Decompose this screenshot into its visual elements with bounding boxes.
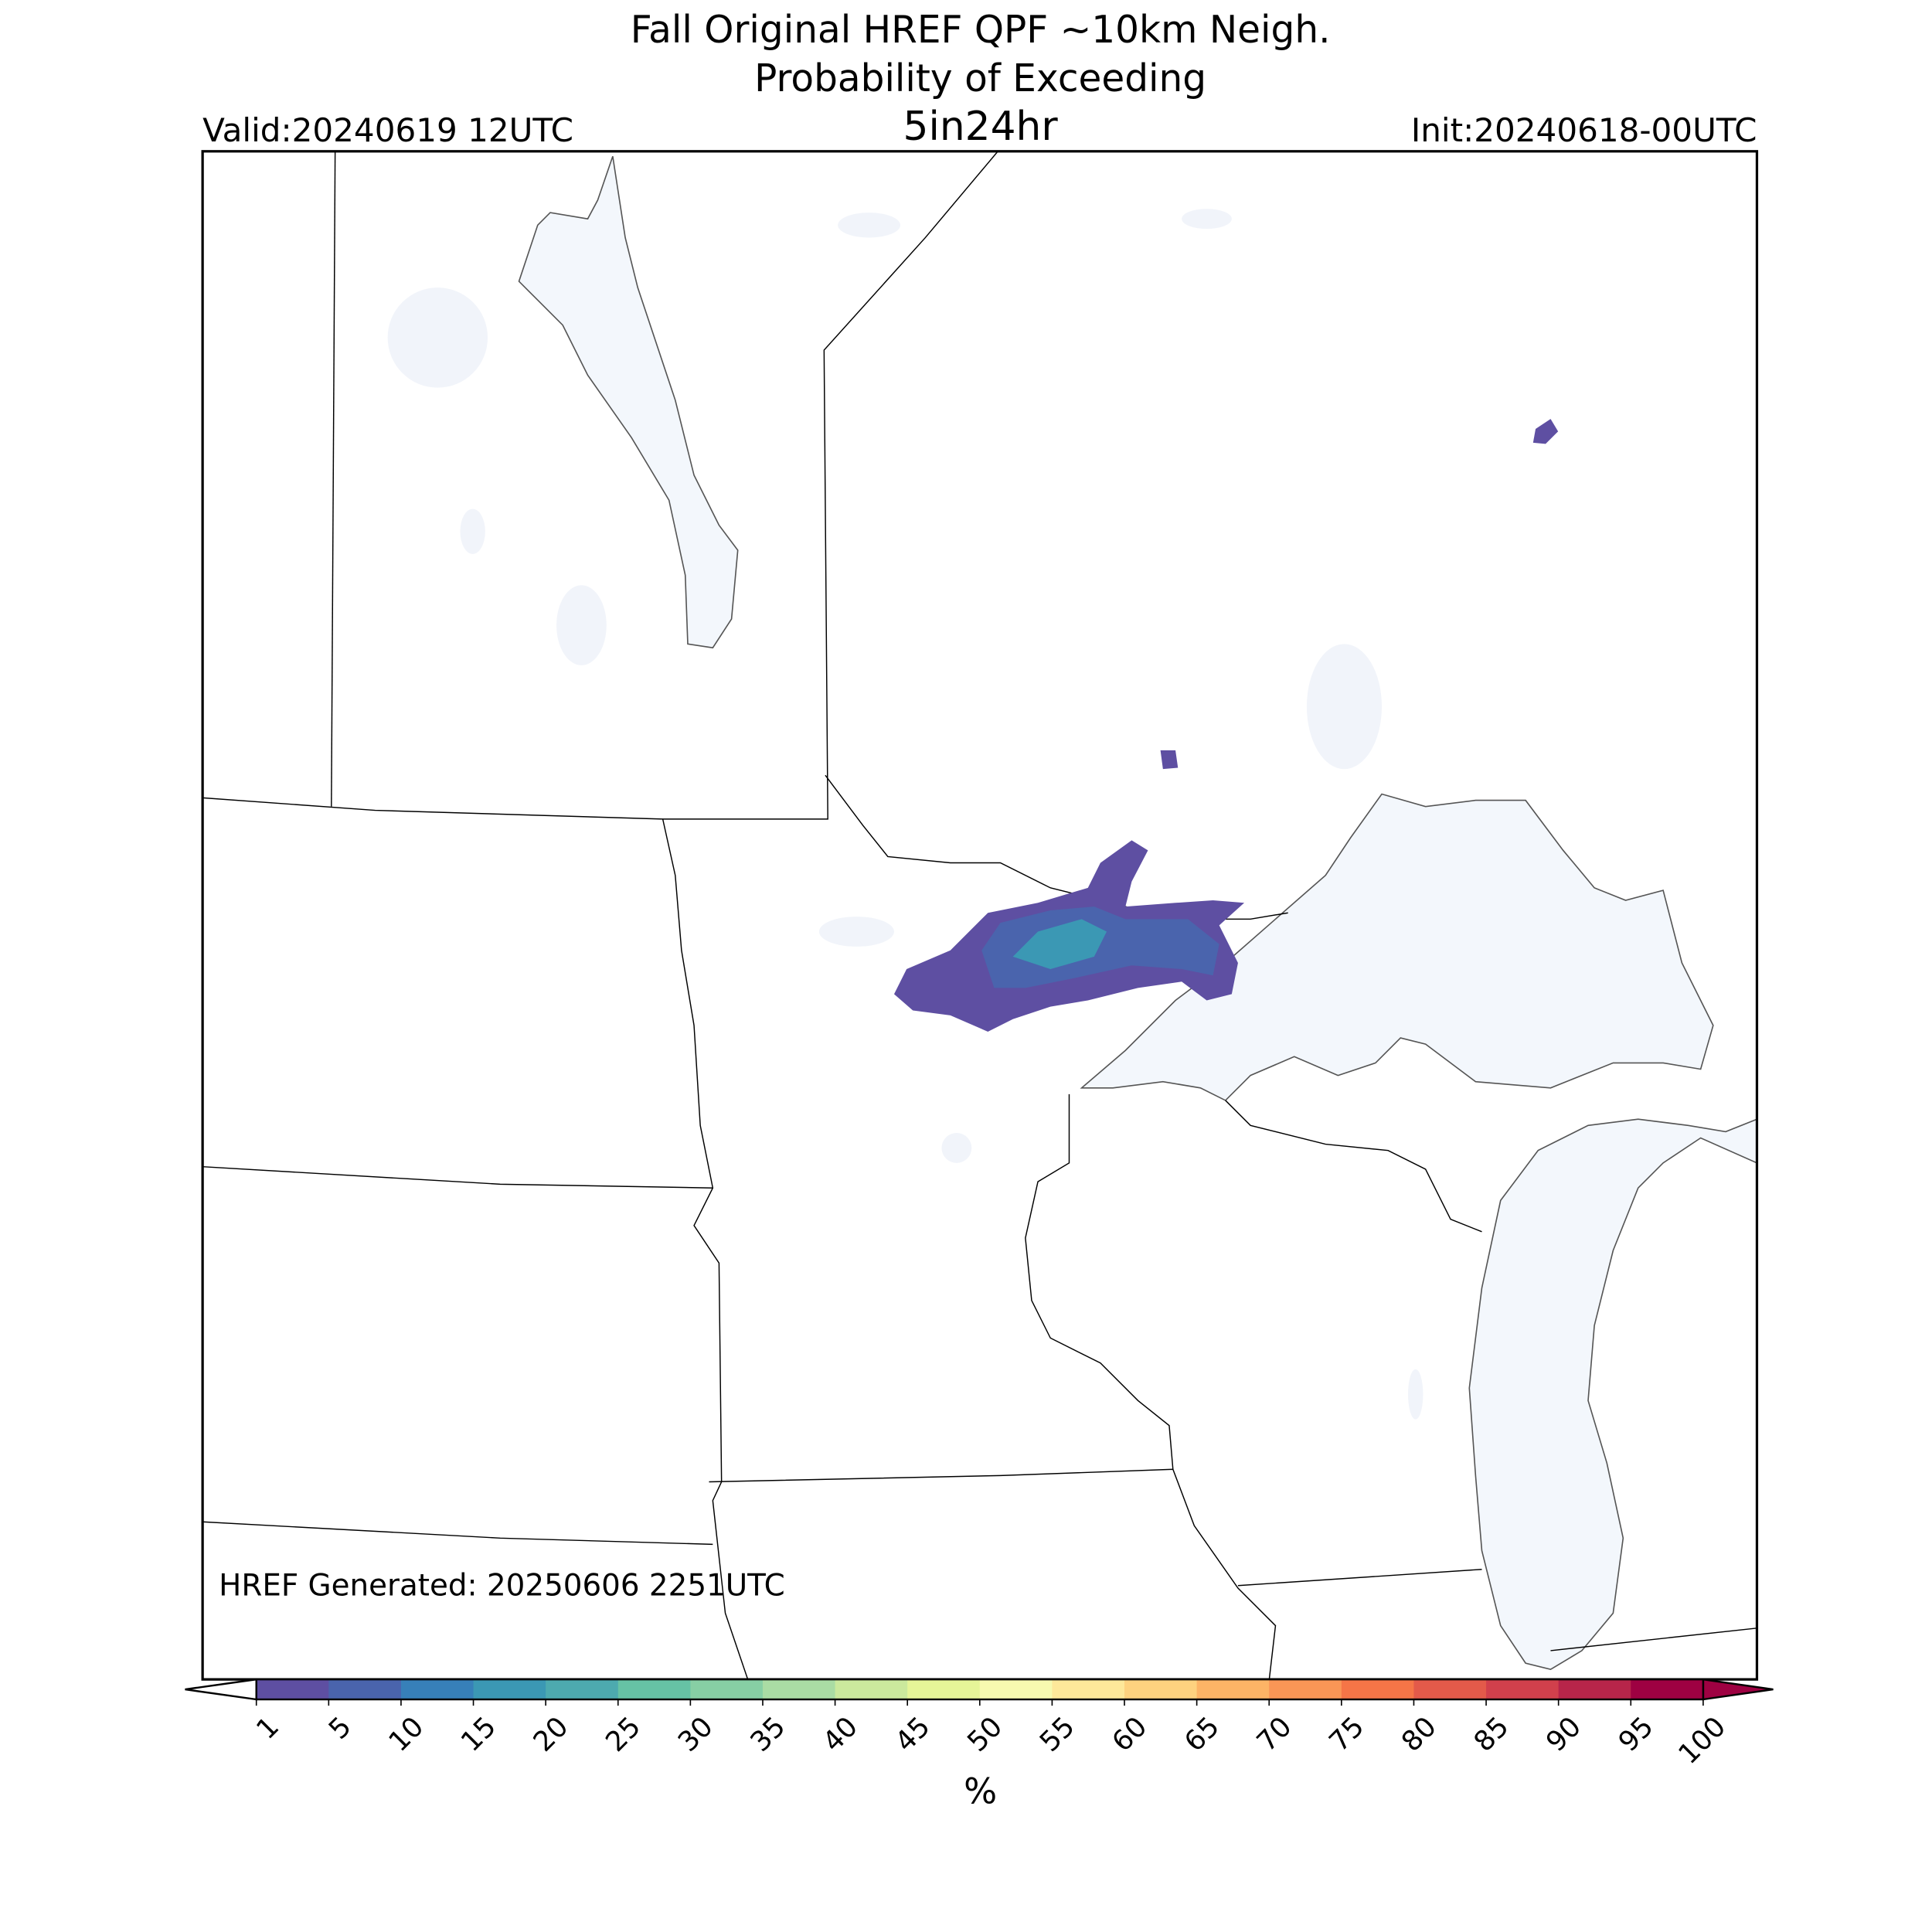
title: Fall Original HREF QPF ~10km Neigh. [631,9,1331,52]
probability-area [1012,919,1107,970]
colorbar-segment [762,1679,836,1700]
colorbar-segment [1631,1679,1704,1700]
border [202,1521,713,1546]
colorbar-tick-label: 70 [1251,1711,1298,1758]
colorbar-tick-label: 15 [455,1711,502,1758]
border [1550,1628,1757,1651]
border [202,151,998,820]
probability-area [1532,419,1559,444]
colorbar-segment [1124,1679,1198,1700]
colorbar-segment [1052,1679,1125,1700]
colorbar-tick-label: 80 [1396,1711,1443,1758]
lake-winnipeg [518,156,739,649]
border [1225,1100,1482,1233]
lake [818,917,894,947]
border [709,1468,1277,1680]
colorbar-segment [256,1679,330,1700]
colorbar-tick-label: 60 [1106,1711,1153,1758]
colorbar-tick-label: 65 [1179,1711,1226,1758]
colorbar-segment [690,1679,764,1700]
colorbar-tick-label: 55 [1034,1711,1081,1758]
colorbar-tick-label: 30 [672,1711,719,1758]
colorbar-tick-label: 25 [600,1711,647,1758]
border [331,151,336,807]
colorbar-label: % [964,1770,997,1811]
title: Probability of Exceeding [754,57,1206,100]
colorbar-segment [1269,1679,1342,1700]
colorbar-tick-label: 40 [817,1711,864,1758]
border [662,818,749,1680]
lake [556,585,607,665]
lake-superior [1080,793,1714,1101]
lake [1182,209,1232,230]
map [201,150,1759,1681]
colorbar-segment [979,1679,1053,1700]
colorbar-segment [400,1679,474,1700]
colorbar-tick-label: 45 [889,1711,937,1758]
colorbar-segment [1486,1679,1560,1700]
border [1237,1569,1482,1587]
lake [460,509,485,554]
lake [387,287,488,388]
probability-area [1160,750,1179,770]
colorbar-segment [907,1679,981,1700]
lake [1306,644,1383,770]
annotation: HREF Generated: 20250606 2251UTC [219,1569,785,1604]
colorbar-segment [473,1679,546,1700]
lake [1408,1369,1423,1420]
colorbar-extend-low [185,1678,257,1701]
colorbar-segment [1196,1679,1270,1700]
colorbar-segment [1413,1679,1487,1700]
border [202,1165,713,1189]
colorbar-segment [617,1679,692,1700]
colorbar-segment [1558,1679,1632,1700]
colorbar-segment [1341,1679,1415,1700]
valid-time: Valid:20240619 12UTC [202,111,573,149]
colorbar-tick-label: 5 [323,1711,358,1746]
colorbar: 1 5 10 15 20 25 30 35 40 45 50 55 60 65 70 75 80 85 90 95 10… [185,1678,1774,1770]
lake [838,213,901,238]
colorbar-segment [546,1679,619,1700]
colorbar-tick-label: 10 [383,1711,430,1758]
colorbar-tick-label: 75 [1323,1711,1370,1758]
lake-michigan [1468,1118,1757,1671]
colorbar-tick-label: 1 [250,1711,285,1746]
threshold: 5in24hr [903,104,1059,150]
colorbar-tick-label: 90 [1540,1711,1587,1758]
colorbar-tick-label: 20 [528,1711,575,1758]
colorbar-tick-label: 100 [1672,1711,1732,1770]
colorbar-tick-label: 85 [1468,1711,1515,1758]
probability-area [981,906,1219,988]
colorbar-tick-label: 50 [961,1711,1009,1758]
lake [941,1133,972,1163]
colorbar-tick-label: 95 [1613,1711,1660,1758]
colorbar-tick-label: 35 [744,1711,791,1758]
colorbar-extend-high [1702,1678,1774,1701]
colorbar-segment [835,1679,908,1700]
border [1025,1094,1174,1470]
colorbar-segment [328,1679,402,1700]
init-time: Init:20240618-00UTC [1411,111,1757,149]
